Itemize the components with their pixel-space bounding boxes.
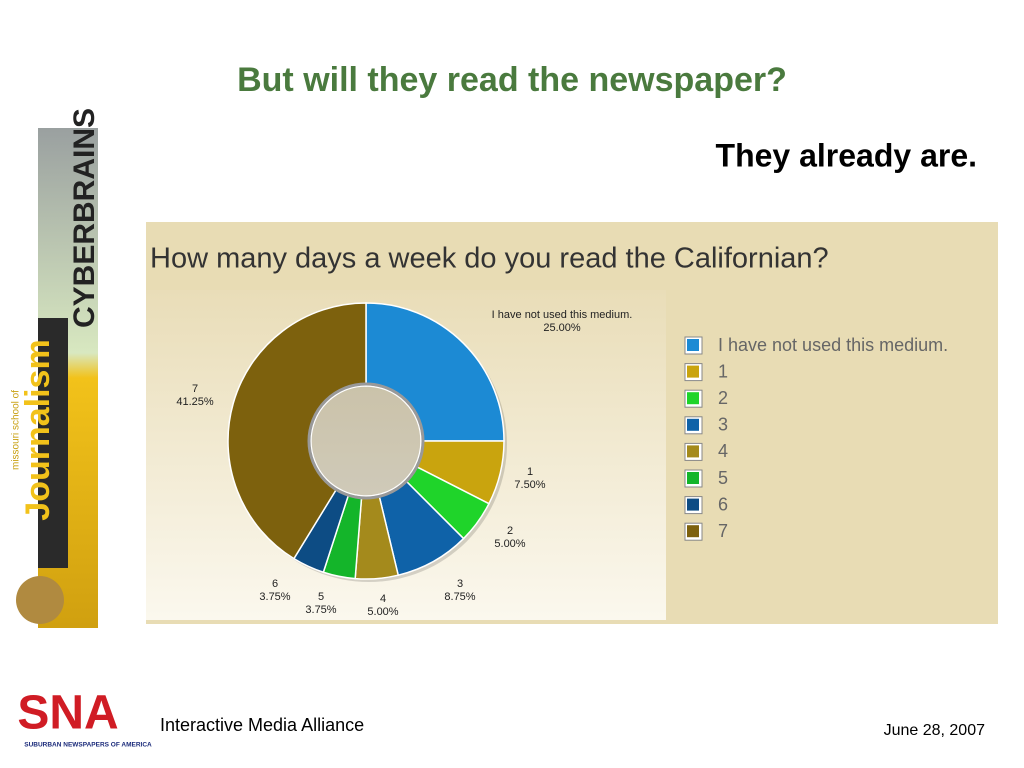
data-label: I have not used this medium. [492, 309, 633, 321]
legend-label: 7 [718, 521, 728, 541]
logo-band [38, 318, 68, 568]
data-label: 3 [457, 578, 463, 590]
donut-hole-ring [307, 382, 425, 500]
donut-slice [365, 302, 505, 442]
data-label: 8.75% [444, 591, 475, 603]
legend-label: 6 [718, 494, 728, 514]
footer-right: June 28, 2007 [884, 722, 986, 739]
legend-label: 4 [718, 441, 728, 461]
data-label: 3.75% [305, 604, 336, 616]
legend-label: 1 [718, 361, 728, 381]
legend-label: 2 [718, 388, 728, 408]
legend-swatch [687, 445, 699, 458]
data-label: 7.50% [514, 479, 545, 491]
logo-text: missouri school of [11, 390, 22, 470]
data-label: 5.00% [367, 606, 398, 618]
donut-slice [227, 302, 367, 560]
footer-left: Interactive Media Alliance [160, 715, 364, 735]
data-label: 7 [192, 383, 198, 395]
legend-swatch [687, 525, 699, 538]
legend-swatch [687, 339, 699, 351]
logo-text: CYBERBRAINS [68, 108, 101, 328]
legend-swatch [687, 392, 699, 405]
slide-title: But will they read the newspaper? [237, 61, 787, 99]
data-label: 5.00% [494, 538, 525, 550]
data-label: 41.25% [176, 396, 214, 408]
legend-label: 3 [718, 415, 728, 435]
logo-medal [16, 576, 64, 624]
legend-swatch [687, 418, 699, 431]
chart-title: How many days a week do you read the Cal… [150, 243, 829, 275]
logo-text: SUBURBAN NEWSPAPERS OF AMERICA [24, 742, 152, 749]
legend-label: 5 [718, 468, 728, 488]
logo-text: SNA [17, 687, 118, 740]
legend-swatch [687, 365, 699, 378]
data-label: 3.75% [259, 591, 290, 603]
legend-swatch [687, 472, 699, 484]
legend-swatch [687, 498, 699, 511]
data-label: 25.00% [543, 322, 581, 334]
logo-text: Journalism [19, 339, 57, 520]
data-label: 4 [380, 593, 386, 605]
data-label: 6 [272, 578, 278, 590]
data-label: 1 [527, 466, 533, 478]
data-label: 2 [507, 525, 513, 537]
slide-subtitle: They already are. [716, 137, 977, 173]
legend-label: I have not used this medium. [718, 335, 948, 355]
data-label: 5 [318, 591, 324, 603]
